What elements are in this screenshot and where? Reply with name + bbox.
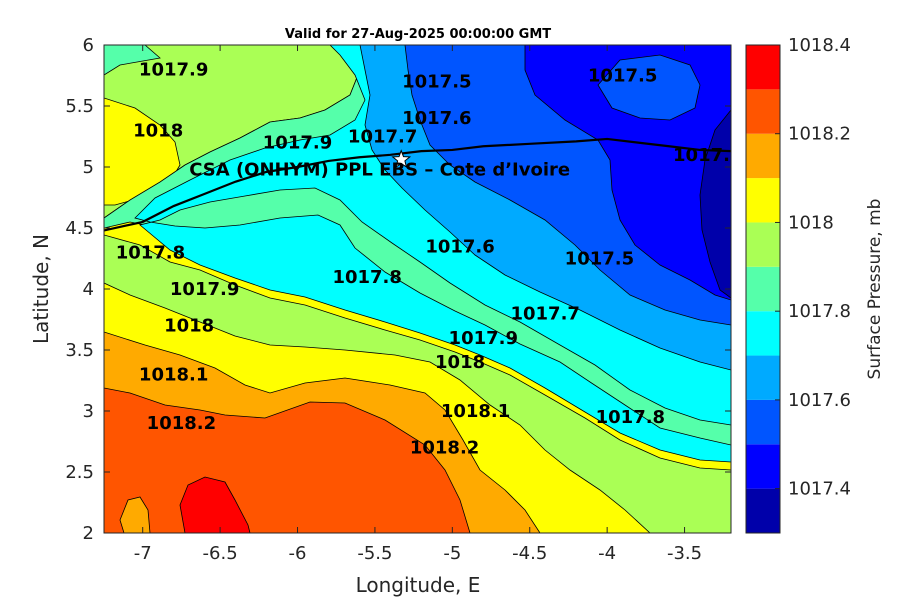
colorbar-tick-label: 1018.2 (788, 124, 851, 145)
colorbar-title: Surface Pressure, mb (865, 199, 885, 380)
contour-label: 1017.5 (588, 66, 657, 87)
contour-label: 1018.2 (147, 413, 216, 434)
colorbar-tick-label: 1018.4 (788, 35, 851, 56)
contour-label: 1018 (164, 316, 214, 337)
colorbar-swatch (746, 133, 780, 179)
colorbar-swatch (746, 488, 780, 533)
colorbar-swatch (746, 311, 780, 356)
contour-label: 1017.6 (402, 108, 471, 129)
contour-label: 1017.9 (170, 279, 239, 300)
contour-label: 1017.6 (425, 236, 494, 257)
colorbar-swatch (746, 399, 780, 445)
contour-label: 1017.8 (116, 242, 185, 263)
pressure-pocket-1017-5 (597, 54, 701, 121)
x-tick-label: -3.5 (667, 543, 702, 564)
pressure-contour-plot: 1017.9 1018 1017.9 1017.7 1017.5 1017.6 1017.5… (104, 45, 742, 533)
contour-label: 1018 (133, 120, 183, 141)
colorbar-swatch (746, 355, 780, 400)
x-tick-label: -7 (134, 543, 152, 564)
y-tick-label: 5 (83, 157, 94, 178)
colorbar-tick-label: 1017.8 (788, 301, 851, 322)
colorbar-swatch (746, 266, 780, 312)
pressure-pocket-1018-3 (179, 476, 251, 533)
contour-label: 1017.8 (596, 407, 665, 428)
x-tick-label: -4.5 (512, 543, 547, 564)
y-tick-label: 4.5 (65, 218, 94, 239)
x-tick-label: -6 (289, 543, 307, 564)
pressure-band-1017-3 (699, 109, 731, 299)
x-tick-label: -4 (598, 543, 616, 564)
contour-label: 1018.1 (139, 364, 208, 385)
y-tick-label: 4 (83, 279, 94, 300)
colorbar-swatch (746, 222, 780, 267)
contour-label: 1017.9 (139, 59, 208, 80)
y-tick-label: 2 (83, 523, 94, 544)
contour-label: 1017.8 (332, 267, 401, 288)
x-tick-label: -6.5 (203, 543, 238, 564)
x-tick-label: -5 (443, 543, 461, 564)
y-tick-label: 6 (83, 35, 94, 56)
contour-label: 1018.2 (410, 438, 479, 459)
contour-label: 1017.9 (263, 133, 332, 154)
y-tick-label: 2.5 (65, 462, 94, 483)
contour-label: 1017.9 (449, 328, 518, 349)
site-label: CSA (ONHYM) PPL EBS – Cote d’Ivoire (189, 160, 570, 181)
plot-title: Valid for 27-Aug-2025 00:00:00 GMT (285, 27, 551, 42)
colorbar-swatch (746, 89, 780, 134)
contour-label: 1017.7 (348, 127, 417, 148)
contour-label: 1017.5 (565, 249, 634, 270)
pressure-pocket-1018-1-small (119, 496, 151, 533)
contour-label: 1018 (435, 352, 485, 373)
colorbar-frame (745, 44, 781, 534)
x-axis-title: Longitude, E (356, 573, 481, 597)
x-tick-label: -5.5 (357, 543, 392, 564)
contour-label: 1018.1 (441, 401, 510, 422)
y-tick-label: 5.5 (65, 96, 94, 117)
y-axis-title: Latitude, N (29, 234, 53, 344)
colorbar-swatch (746, 178, 780, 223)
site-star-marker (391, 149, 412, 169)
contour-label: 1017.5 (402, 72, 471, 93)
coastline (104, 137, 731, 232)
y-tick-label: 3 (83, 401, 94, 422)
colorbar-tick-label: 1017.6 (788, 390, 851, 411)
colorbar-tick-label: 1017.4 (788, 479, 851, 500)
colorbar-swatch (746, 444, 780, 489)
colorbar-tick-label: 1018 (788, 212, 834, 233)
y-tick-label: 3.5 (65, 340, 94, 361)
colorbar-swatch (746, 45, 780, 90)
colorbar: 1017.4 1017.6 1017.8 1018 1018.2 1018.4 (745, 35, 851, 534)
contour-label: 1017.4 (673, 145, 742, 166)
contour-label: 1017.7 (510, 303, 579, 324)
